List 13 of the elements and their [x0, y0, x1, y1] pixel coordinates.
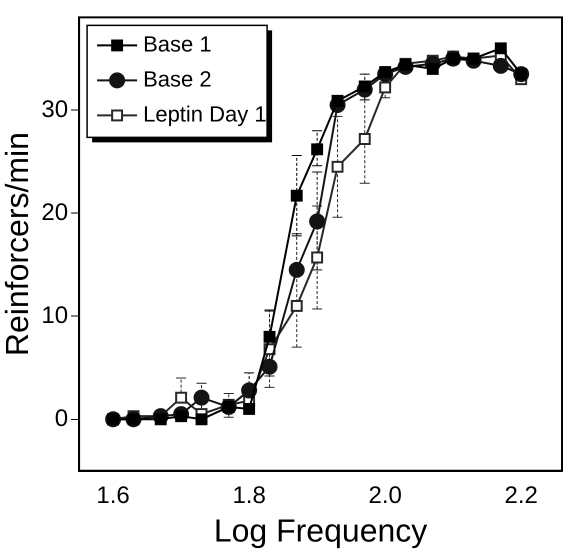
legend-label: Base 2 [143, 66, 212, 92]
x-tick-label: 1.8 [232, 482, 266, 509]
y-axis-title: Reinforcers/min [0, 132, 36, 356]
y-tick-label: 30 [41, 96, 68, 123]
y-tick-label: 0 [54, 404, 68, 432]
y-tick-label: 10 [41, 302, 68, 329]
x-tick-label: 2.2 [504, 482, 538, 509]
y-tick-label: 20 [41, 198, 68, 226]
x-tick-label: 1.6 [96, 482, 130, 509]
x-axis-title: Log Frequency [214, 512, 428, 549]
x-tick-label: 2.0 [368, 482, 402, 509]
legend-label: Base 1 [143, 31, 212, 56]
legend-label: Leptin Day 1 [143, 101, 267, 126]
